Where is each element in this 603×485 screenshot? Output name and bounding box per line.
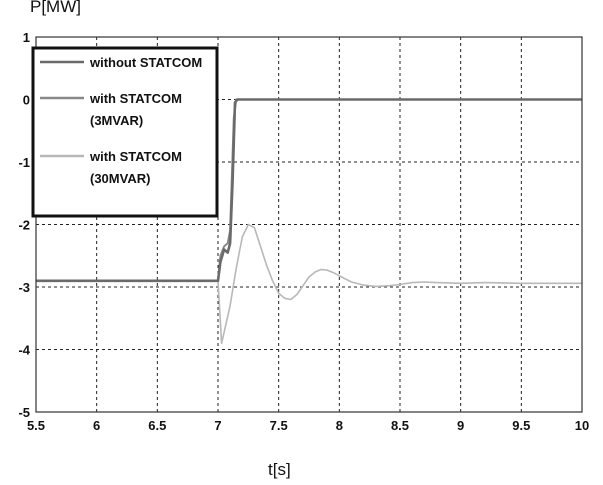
- legend-label: with STATCOM: [89, 149, 182, 164]
- x-tick-label: 9: [457, 418, 464, 433]
- legend-label: (30MVAR): [90, 171, 150, 186]
- x-tick-label: 8: [336, 418, 343, 433]
- y-tick-label: -5: [18, 405, 30, 420]
- tick-labels: 5.5 6 6.5 7 7.5 8 8.5 9 9.5 10 -5 -4 -3 -2 -1 0 1: [18, 30, 589, 433]
- legend: without STATCOM with STATCOM (3MVAR) with S…: [31, 46, 219, 218]
- legend-box: [31, 46, 219, 218]
- x-tick-label: 9.5: [512, 418, 530, 433]
- x-tick-label: 7.5: [270, 418, 288, 433]
- legend-label: without STATCOM: [89, 55, 202, 70]
- plot-frame: [35, 36, 583, 413]
- x-tick-label: 7: [214, 418, 221, 433]
- legend-label: (3MVAR): [90, 113, 143, 128]
- x-tick-label: 6.5: [148, 418, 166, 433]
- y-axis-label: P[MW]: [30, 0, 81, 16]
- x-tick-label: 10: [575, 418, 589, 433]
- y-tick-label: 1: [23, 30, 30, 45]
- x-tick-label: 8.5: [391, 418, 409, 433]
- x-tick-label: 6: [93, 418, 100, 433]
- series-line-3: [36, 223, 582, 345]
- x-axis-label: t[s]: [268, 460, 291, 479]
- y-tick-label: -1: [18, 155, 30, 170]
- series-line-1: [36, 98, 582, 283]
- y-tick-label: -3: [18, 280, 30, 295]
- legend-label: with STATCOM: [89, 91, 182, 106]
- series-layer: [36, 98, 582, 345]
- y-tick-label: 0: [23, 93, 30, 108]
- y-tick-label: -4: [18, 343, 30, 358]
- x-tick-label: 5.5: [27, 418, 45, 433]
- y-tick-label: -2: [18, 218, 30, 233]
